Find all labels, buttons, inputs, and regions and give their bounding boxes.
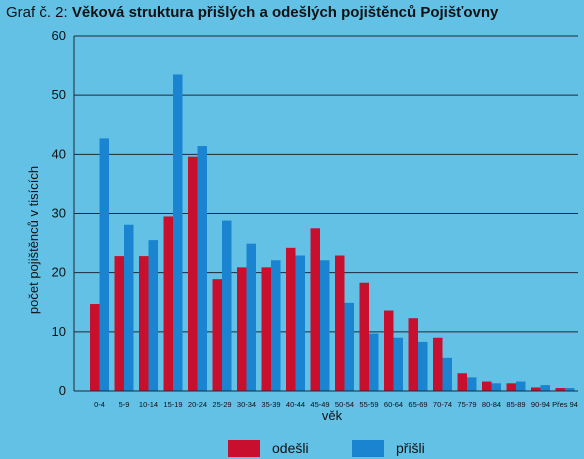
legend-swatch-odesli xyxy=(228,440,260,457)
y-tick-label: 0 xyxy=(59,383,66,398)
bar-prisli-10-14 xyxy=(148,240,158,391)
bar-prisli-0-4 xyxy=(99,138,109,391)
x-tick-label: 30-34 xyxy=(237,400,256,409)
bar-odesli-20-24 xyxy=(188,156,198,391)
bar-odesli-75-79 xyxy=(457,373,467,391)
bar-prisli-15-19 xyxy=(173,74,183,391)
y-tick-label: 20 xyxy=(52,265,66,280)
x-axis-label: věk xyxy=(322,408,343,423)
x-tick-label: 15-19 xyxy=(163,400,182,409)
bar-prisli-45-49 xyxy=(320,260,330,391)
bar-odesli-25-29 xyxy=(212,279,222,391)
bar-prisli-30-34 xyxy=(246,243,256,391)
bar-prisli-35-39 xyxy=(271,260,281,391)
bar-odesli-Přes-94 xyxy=(555,388,565,391)
legend-swatch-prisli xyxy=(352,440,384,457)
bar-odesli-35-39 xyxy=(261,267,271,391)
bar-prisli-60-64 xyxy=(393,337,403,391)
x-tick-label: 70-74 xyxy=(433,400,452,409)
bar-prisli-Přes-94 xyxy=(565,388,575,391)
x-tick-label: 0-4 xyxy=(94,400,105,409)
x-tick-label: Přes 94 xyxy=(552,400,578,409)
x-tick-label: 85-89 xyxy=(506,400,525,409)
legend-label-prisli: přišli xyxy=(396,440,425,456)
bar-prisli-20-24 xyxy=(197,146,207,391)
y-tick-label: 50 xyxy=(52,87,66,102)
bar-odesli-40-44 xyxy=(286,247,296,391)
bar-odesli-5-9 xyxy=(114,256,124,391)
bar-prisli-75-79 xyxy=(467,377,477,391)
x-tick-labels: 0-4 5-9 10-14 15-19 20-24 25-29 30-34 35-39 40-4… xyxy=(94,400,578,409)
x-tick-label: 45-49 xyxy=(310,400,329,409)
bar-odesli-55-59 xyxy=(359,282,369,391)
axes xyxy=(73,36,578,392)
bar-odesli-65-69 xyxy=(408,318,418,391)
bars xyxy=(90,74,575,391)
bar-prisli-40-44 xyxy=(295,255,305,391)
y-tick-label: 40 xyxy=(52,146,66,161)
bar-prisli-65-69 xyxy=(418,341,428,391)
x-tick-label: 35-39 xyxy=(261,400,280,409)
chart-title-prefix: Graf č. 2: xyxy=(6,4,68,21)
legend: odešli přišli xyxy=(228,440,425,457)
bar-prisli-70-74 xyxy=(442,357,452,391)
x-tick-label: 25-29 xyxy=(212,400,231,409)
bar-odesli-0-4 xyxy=(90,304,100,391)
x-tick-label: 5-9 xyxy=(119,400,130,409)
bar-odesli-45-49 xyxy=(310,228,320,391)
x-tick-label: 75-79 xyxy=(457,400,476,409)
x-tick-label: 65-69 xyxy=(408,400,427,409)
bar-prisli-90-94 xyxy=(540,385,550,391)
bar-prisli-25-29 xyxy=(222,220,232,391)
x-tick-label: 55-59 xyxy=(359,400,378,409)
y-tick-labels: 0 10 20 30 40 50 60 xyxy=(52,28,66,398)
y-axis-label: počet pojištěnců v tisících xyxy=(26,166,41,314)
y-tick-label: 60 xyxy=(52,28,66,43)
legend-label-odesli: odešli xyxy=(272,440,309,456)
y-tick-label: 30 xyxy=(52,206,66,221)
bar-odesli-15-19 xyxy=(163,216,173,391)
y-tick-label: 10 xyxy=(52,324,66,339)
x-tick-label: 20-24 xyxy=(188,400,207,409)
bar-prisli-85-89 xyxy=(516,381,526,391)
chart-title-main: Věková struktura přišlých a odešlých poj… xyxy=(71,4,499,21)
x-tick-label: 90-94 xyxy=(531,400,550,409)
chart-title: Graf č. 2: Věková struktura přišlých a o… xyxy=(6,4,498,21)
x-tick-label: 80-84 xyxy=(482,400,501,409)
bar-odesli-90-94 xyxy=(531,387,541,391)
x-tick-label: 60-64 xyxy=(384,400,403,409)
x-tick-label: 50-54 xyxy=(335,400,354,409)
bar-odesli-80-84 xyxy=(482,381,492,391)
x-tick-label: 10-14 xyxy=(139,400,158,409)
bar-odesli-30-34 xyxy=(237,267,247,391)
x-tick-label: 40-44 xyxy=(286,400,305,409)
bar-prisli-50-54 xyxy=(344,302,354,391)
bar-prisli-5-9 xyxy=(124,224,134,391)
bar-prisli-80-84 xyxy=(491,383,501,391)
bar-odesli-70-74 xyxy=(433,337,443,391)
bar-prisli-55-59 xyxy=(369,333,379,391)
bar-odesli-85-89 xyxy=(506,383,516,391)
bar-odesli-60-64 xyxy=(384,310,394,391)
bar-odesli-10-14 xyxy=(139,256,149,391)
bar-odesli-50-54 xyxy=(335,255,345,391)
